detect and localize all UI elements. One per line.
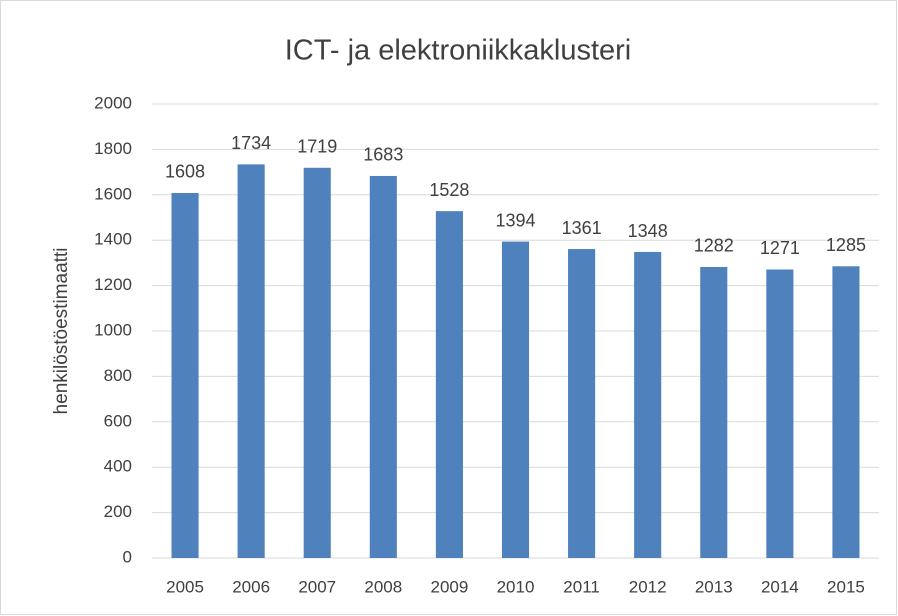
x-tick-label: 2010 [497, 577, 535, 596]
data-label: 1282 [694, 236, 734, 256]
data-label: 1285 [826, 235, 866, 255]
x-tick-label: 2012 [629, 577, 667, 596]
x-tick-label: 2005 [166, 577, 204, 596]
data-label: 1271 [760, 238, 800, 258]
bar [171, 192, 199, 558]
data-label: 1608 [165, 162, 205, 182]
x-tick-label: 2015 [827, 577, 865, 596]
data-label: 1683 [363, 145, 403, 165]
data-label: 1394 [495, 210, 535, 230]
chart-title: ICT- ja elektroniikkaklusteri [285, 35, 632, 67]
y-tick-label: 2000 [94, 93, 132, 112]
data-label: 1348 [628, 221, 668, 241]
data-label: 1734 [231, 133, 271, 153]
bar [634, 252, 662, 558]
bar [568, 249, 596, 559]
data-label: 1528 [429, 180, 469, 200]
bar [435, 211, 463, 559]
bar [501, 241, 530, 558]
y-tick-label: 1800 [94, 139, 132, 158]
y-axis-label: henkilöstöestimaatti [51, 248, 72, 415]
x-tick-label: 2013 [695, 577, 733, 596]
y-tick-label: 1200 [94, 275, 132, 294]
bar [303, 167, 331, 559]
bar [766, 269, 794, 558]
y-tick-label: 600 [104, 411, 132, 430]
x-tick-label: 2007 [298, 577, 336, 596]
y-tick-label: 1000 [94, 320, 132, 339]
y-tick-label: 1600 [94, 184, 132, 203]
data-label: 1719 [297, 137, 337, 157]
y-tick-label: 200 [104, 502, 132, 521]
x-tick-label: 2014 [761, 577, 799, 596]
y-tick-label: 800 [104, 366, 132, 385]
x-tick-label: 2008 [364, 577, 402, 596]
y-tick-label: 0 [123, 547, 132, 566]
bar [369, 175, 397, 559]
x-tick-label: 2009 [430, 577, 468, 596]
bar [832, 266, 860, 558]
x-tick-label: 2006 [232, 577, 270, 596]
x-tick-label: 2011 [563, 577, 600, 596]
data-label: 1361 [562, 218, 602, 238]
bar [700, 266, 728, 558]
bar [237, 164, 265, 558]
y-tick-label: 400 [104, 457, 132, 476]
y-tick-label: 1400 [94, 230, 132, 249]
